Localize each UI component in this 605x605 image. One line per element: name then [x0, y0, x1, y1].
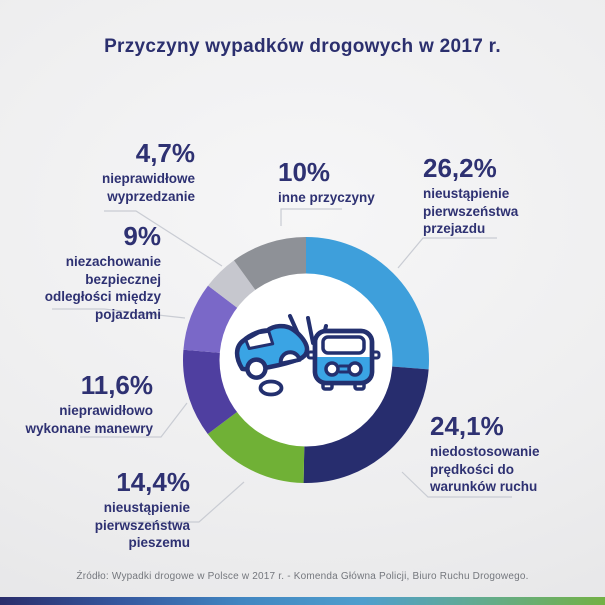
- leader-line-4-7: [104, 210, 223, 267]
- callout-26-2: 26,2% nieustąpienie pierwszeństwa przeja…: [423, 155, 553, 238]
- callout-label: niedostosowanie prędkości do warunków ru…: [430, 444, 540, 495]
- callout-label: niezachowanie bezpiecznej odległości mię…: [44, 254, 161, 322]
- callout-label: nieprawidłowo wykonane manewry: [25, 403, 153, 436]
- right-car-icon: [306, 328, 381, 391]
- callout-24-1: 24,1% niedostosowanie prędkości do warun…: [430, 413, 560, 496]
- callout-value: 10%: [278, 157, 331, 187]
- callout-10: 10% inne przyczyny: [278, 159, 398, 207]
- donut-segments: [183, 237, 429, 483]
- leader-line-9: [52, 308, 186, 319]
- leader-line-24-1: [401, 471, 512, 498]
- leader-line-14-4: [112, 481, 245, 523]
- callout-label: nieprawidłowe wyprzedzanie: [101, 171, 195, 204]
- callout-11-6: 11,6% nieprawidłowo wykonane manewry: [8, 372, 153, 437]
- callout-value: 26,2%: [423, 153, 497, 183]
- callout-value: 11,6%: [80, 370, 153, 400]
- callout-value: 24,1%: [430, 411, 504, 441]
- callout-14-4: 14,4% nieustąpienie pierwszeństwa piesze…: [30, 469, 190, 552]
- leader-line-26-2: [397, 237, 497, 269]
- donut-segment-11,6%: [183, 237, 429, 483]
- callout-label: nieustąpienie pierwszeństwa przejazdu: [423, 186, 519, 237]
- page-title: Przyczyny wypadków drogowych w 2017 r.: [104, 36, 501, 57]
- left-car-icon: [234, 323, 310, 380]
- callout-9: 9% niezachowanie bezpiecznej odległości …: [26, 223, 161, 323]
- callout-value: 14,4%: [116, 467, 190, 497]
- callout-value: 4,7%: [135, 138, 195, 168]
- fallen-wheel-icon: [258, 379, 284, 397]
- source-note: Źródło: Wypadki drogowe w Polsce w 2017 …: [76, 571, 529, 582]
- donut-hole: [219, 273, 393, 447]
- bottom-gradient-bar: [0, 597, 605, 605]
- leader-line-10: [280, 208, 342, 226]
- car-crash-icon: [234, 314, 381, 397]
- donut-segment-24,1%: [183, 237, 429, 483]
- leader-line-11-6: [80, 402, 188, 438]
- leader-lines: [52, 208, 512, 523]
- donut-segment-10%: [183, 237, 429, 483]
- callout-label: inne przyczyny: [278, 190, 375, 205]
- callout-label: nieustąpienie pierwszeństwa pieszemu: [94, 500, 190, 551]
- callout-4-7: 4,7% nieprawidłowe wyprzedzanie: [65, 140, 195, 205]
- callout-value: 9%: [123, 221, 161, 251]
